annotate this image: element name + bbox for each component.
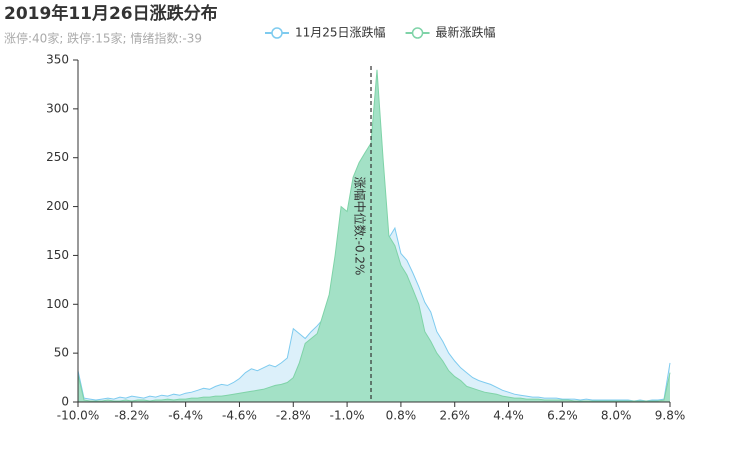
- y-tick-label: 350: [46, 53, 69, 67]
- legend-label: 最新涨跌幅: [436, 25, 496, 40]
- x-tick-label: 8.0%: [601, 409, 632, 423]
- x-tick-label: -2.8%: [276, 409, 311, 423]
- x-tick-label: 4.4%: [493, 409, 524, 423]
- y-tick-label: 100: [46, 297, 69, 311]
- legend-icon: [411, 27, 424, 39]
- y-tick-label: 300: [46, 101, 69, 115]
- legend-icon: [271, 27, 283, 39]
- y-tick-label: 50: [54, 346, 69, 360]
- x-tick-label: -8.2%: [114, 409, 149, 423]
- y-tick-label: 200: [46, 199, 69, 213]
- x-tick-label: 0.8%: [386, 409, 417, 423]
- x-tick-label: 2.6%: [439, 409, 470, 423]
- x-tick-label: -6.4%: [168, 409, 203, 423]
- chart-title: 2019年11月26日涨跌分布: [4, 3, 218, 24]
- x-tick-label: -4.6%: [222, 409, 257, 423]
- legend-label: 11月25日涨跌幅: [295, 25, 386, 40]
- chart-subtitle: 涨停:40家; 跌停:15家; 情绪指数:-39: [4, 31, 202, 46]
- x-tick-label: 9.8%: [655, 409, 686, 423]
- series-line: [77, 69, 671, 402]
- y-tick-label: 150: [46, 248, 69, 262]
- x-tick-label: 6.2%: [547, 409, 578, 423]
- median-label: 涨幅中位数:-0.2%: [353, 177, 368, 276]
- area-fill: [78, 69, 670, 403]
- x-tick-label: -10.0%: [57, 409, 99, 423]
- y-tick-label: 0: [61, 395, 69, 409]
- y-tick-label: 250: [46, 150, 69, 164]
- x-tick-label: -1.0%: [330, 409, 365, 423]
